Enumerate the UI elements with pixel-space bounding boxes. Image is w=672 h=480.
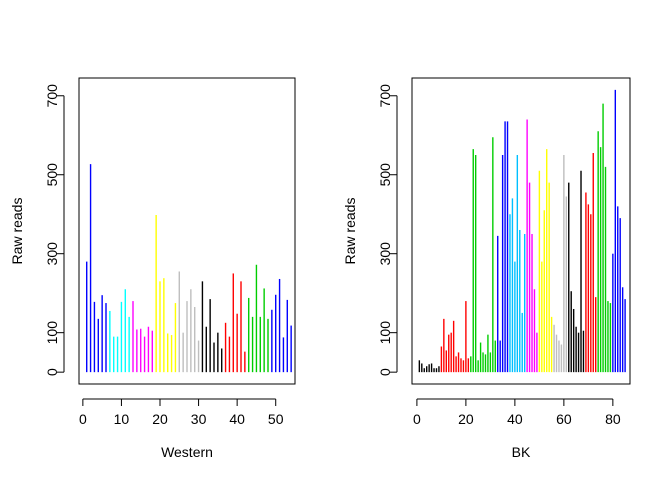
western-x-tick-label: 50 (268, 411, 284, 427)
western-x-tick-label: 40 (229, 411, 245, 427)
bk-x-tick-label: 20 (458, 411, 474, 427)
western-y-axis-title: Raw reads (9, 198, 25, 265)
western-x-tick-label: 20 (152, 411, 168, 427)
western-x-tick-label: 0 (79, 411, 87, 427)
bk-x-tick-label: 60 (556, 411, 572, 427)
western-y-tick-label: 0 (44, 368, 60, 376)
western-y-tick-label: 300 (44, 242, 60, 266)
bk-y-tick-label: 700 (377, 84, 393, 108)
bk-y-tick-label: 0 (377, 368, 393, 376)
bk-y-tick-label: 100 (377, 321, 393, 345)
western-y-tick-label: 100 (44, 321, 60, 345)
bk-x-tick-label: 0 (413, 411, 421, 427)
bk-x-tick-label: 40 (507, 411, 523, 427)
bk-y-tick-label: 500 (377, 163, 393, 187)
western-y-tick-label: 500 (44, 163, 60, 187)
western-x-tick-label: 30 (191, 411, 207, 427)
bk-x-tick-label: 80 (605, 411, 621, 427)
western-plot-frame (78, 77, 296, 385)
bk-plot-frame (411, 77, 631, 385)
bk-y-axis-title: Raw reads (342, 198, 358, 265)
bk-panel: 0 20 40 60 80 0 100 300 500 700 BK Raw reads (342, 77, 631, 460)
bk-x-axis-title: BK (512, 444, 531, 460)
western-x-axis-title: Western (161, 444, 213, 460)
western-x-tick-label: 10 (114, 411, 130, 427)
western-y-tick-label: 700 (44, 84, 60, 108)
bk-y-tick-label: 300 (377, 242, 393, 266)
